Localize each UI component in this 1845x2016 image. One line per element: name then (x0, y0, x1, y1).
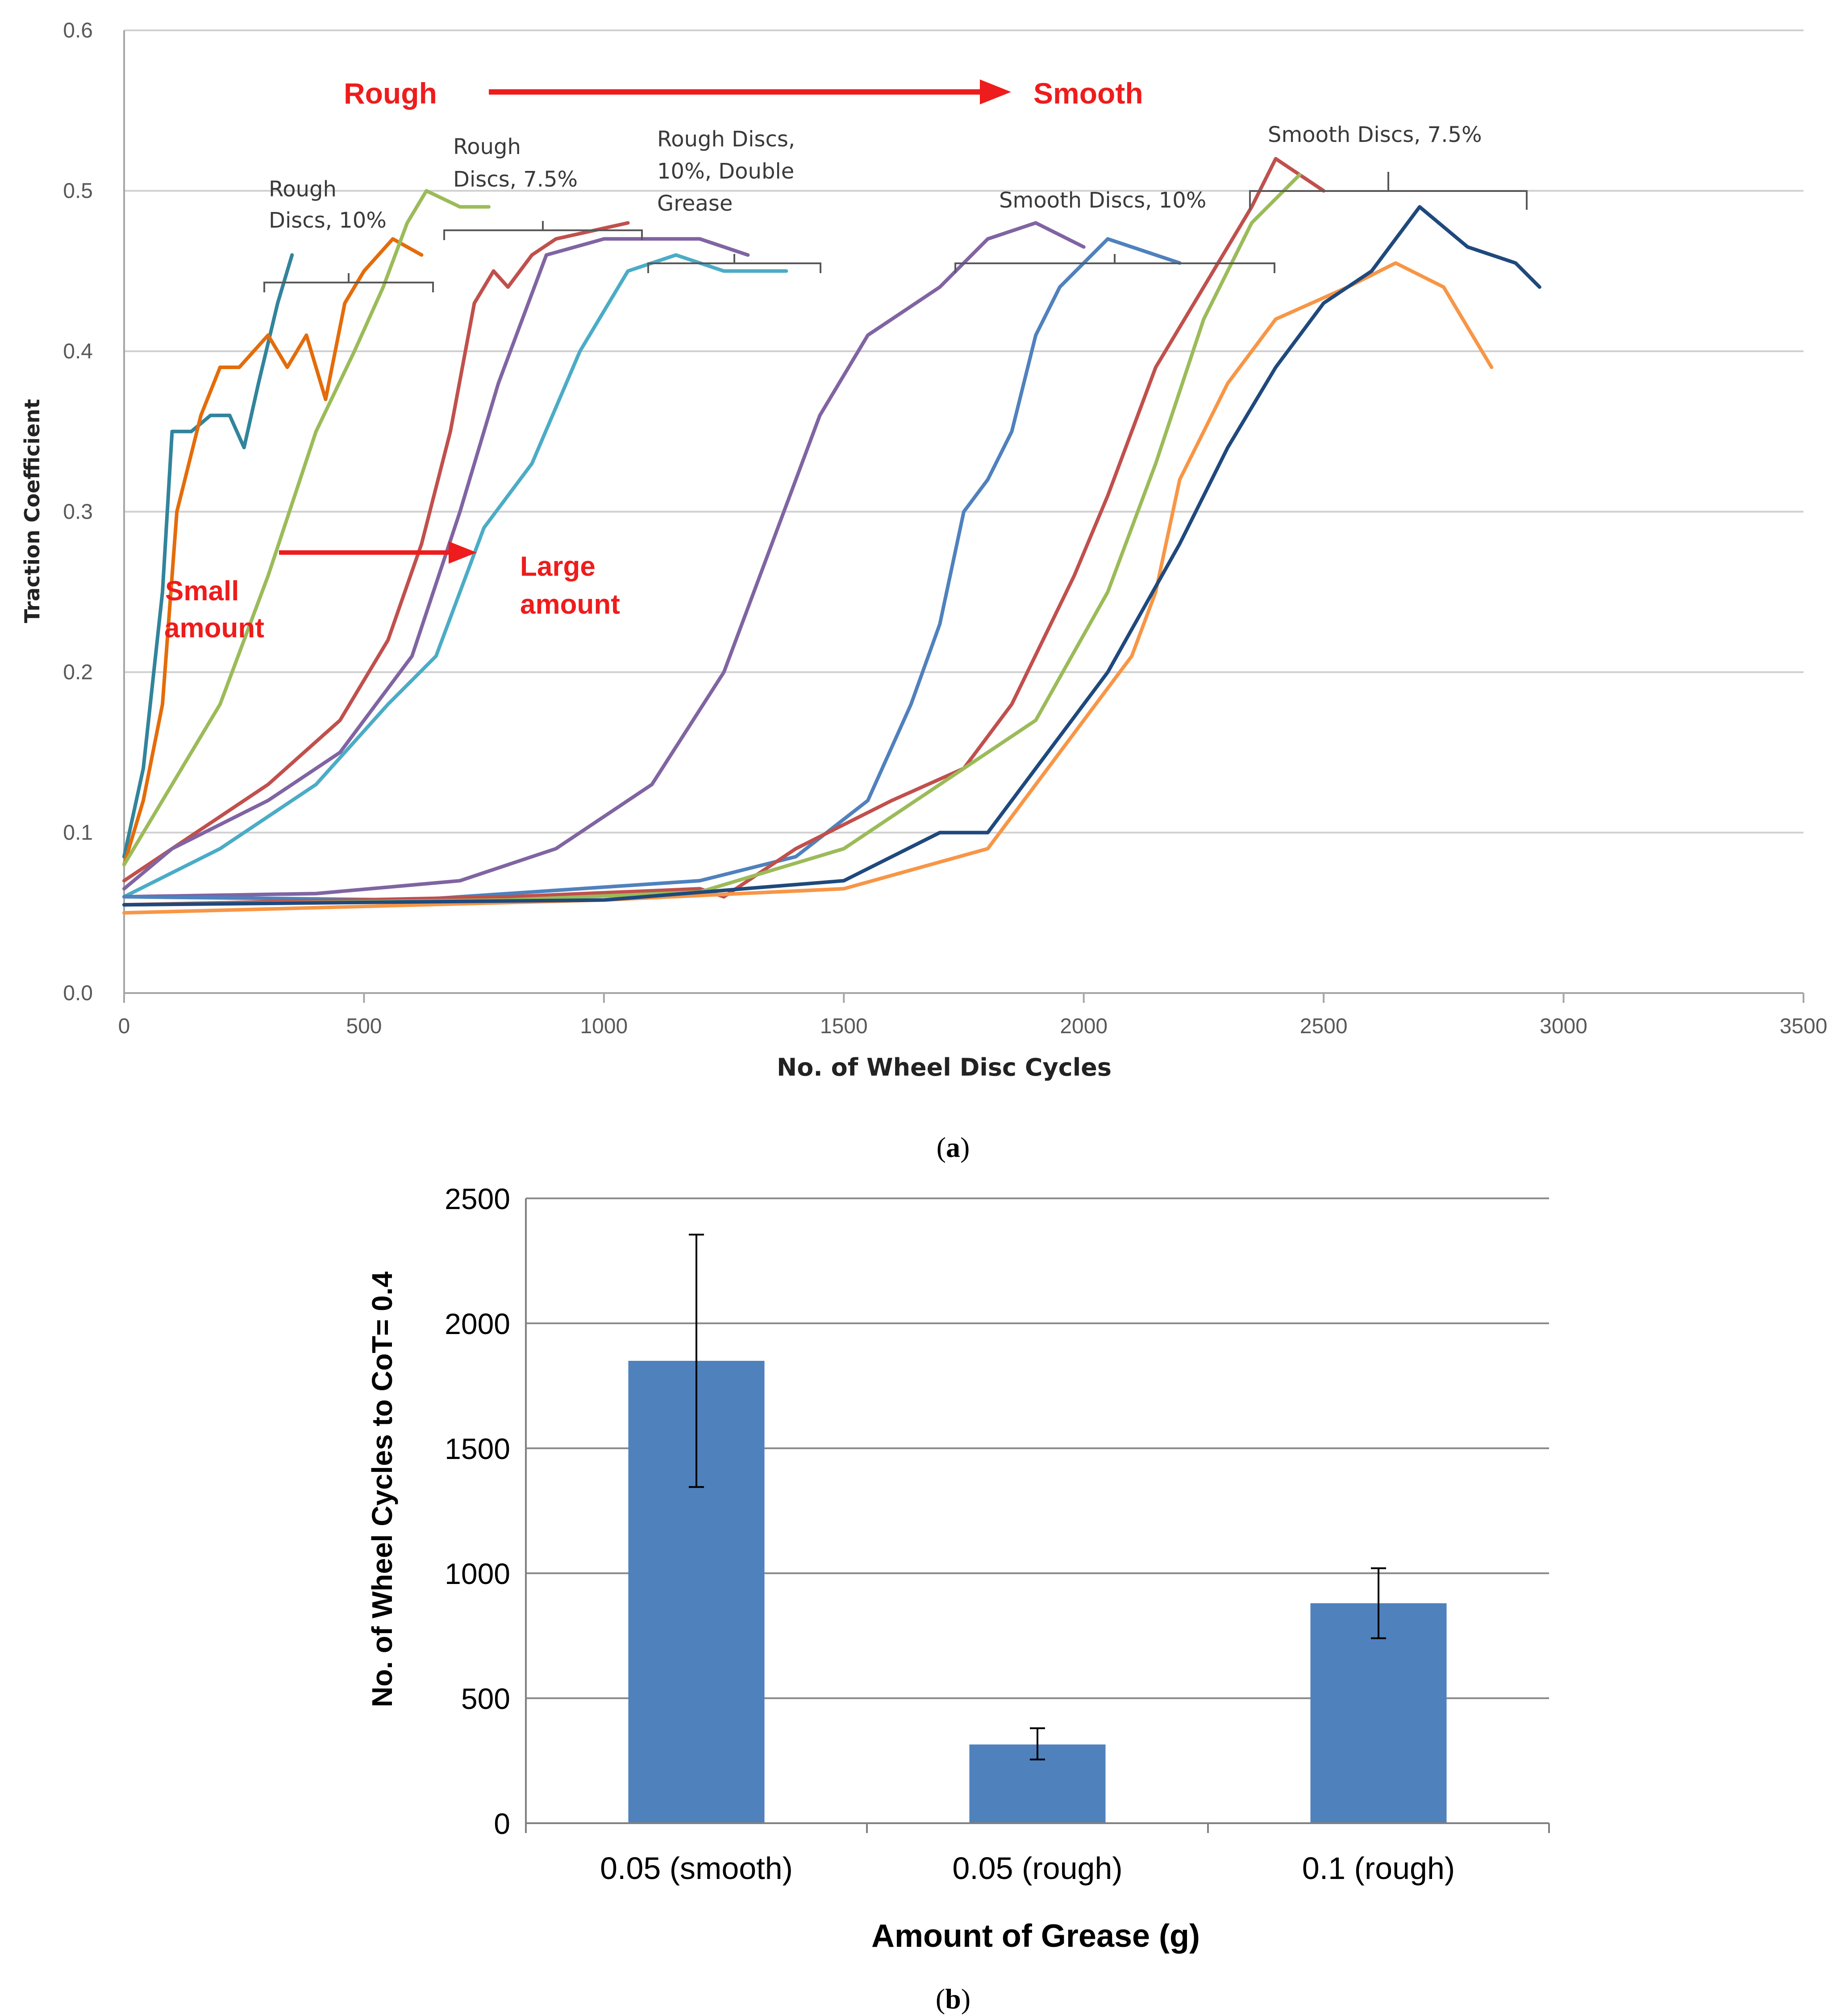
x-tick-label: 0.05 (rough) (952, 1851, 1122, 1886)
bars (628, 1361, 1447, 1823)
caption-b: (b) (936, 1983, 970, 2015)
smooth-75-label: Smooth Discs, 7.5% (1268, 122, 1482, 147)
y-tick-label: 0.1 (63, 821, 93, 845)
bar (1310, 1603, 1447, 1823)
smooth-10-label: Smooth Discs, 10% (999, 188, 1206, 213)
rough-75-label-line1: Rough (453, 134, 521, 159)
bracket-rough-double (647, 254, 821, 273)
bracket-smooth-10 (954, 254, 1275, 273)
rough-double-label-line2: 10%, Double (657, 159, 794, 184)
series-line-smooth-7.5-b (122, 173, 1302, 907)
series-line-smooth-10-b (122, 237, 1182, 902)
small-amount-label-line2: amount (164, 613, 264, 644)
x-tick-marks (525, 1823, 1550, 1833)
series-line-rough-7.5-b (122, 237, 750, 891)
x-tick-marks (123, 993, 1804, 1003)
x-tick-label: 3500 (1780, 1014, 1828, 1038)
rough-75-label-line2: Discs, 7.5% (453, 167, 578, 192)
large-amount-label-line1: Large (520, 551, 596, 582)
rough-10-label-line2: Discs, 10% (269, 208, 387, 233)
y-tick-label: 0.4 (63, 340, 93, 363)
y-tick-label: 0 (494, 1807, 510, 1840)
series-line-rough-10-double (122, 253, 788, 899)
series-line-smooth-7.5-c (122, 261, 1494, 915)
x-axis-label: Amount of Grease (g) (871, 1918, 1200, 1954)
series-lines (122, 157, 1541, 915)
rough-double-label-line1: Rough Discs, (657, 127, 795, 152)
x-tick-label: 0 (118, 1014, 130, 1038)
x-tick-labels: 0 500 1000 1500 2000 2500 3000 3500 (118, 1014, 1828, 1038)
y-tick-labels: 0 500 1000 1500 2000 2500 (445, 1182, 510, 1840)
y-tick-label: 1500 (445, 1432, 510, 1465)
x-tick-label: 500 (346, 1014, 382, 1038)
series-line-rough-10-c (122, 189, 491, 867)
y-tick-label: 0.2 (63, 661, 93, 684)
series-line-smooth-10-a (122, 221, 1086, 899)
series-line-rough-10-a (122, 253, 294, 859)
x-tick-label: 1000 (580, 1014, 628, 1038)
series-line-smooth-7.5-d (122, 205, 1541, 907)
x-tick-label: 2000 (1060, 1014, 1108, 1038)
y-axis-label: Traction Coefficient (20, 399, 44, 623)
y-tick-labels: 0.0 0.1 0.2 0.3 0.4 0.5 0.6 (63, 19, 93, 1005)
y-axis-label: No. of Wheel Cycles to CoT= 0.4 (366, 1272, 398, 1708)
bracket-rough-10 (263, 273, 434, 292)
y-tick-label: 2000 (445, 1307, 510, 1340)
x-axis-label: No. of Wheel Disc Cycles (777, 1053, 1112, 1081)
y-tick-label: 0.6 (63, 19, 93, 42)
x-tick-label: 2500 (1300, 1014, 1348, 1038)
bracket-rough-75 (443, 221, 643, 240)
line-chart: 0.0 0.1 0.2 0.3 0.4 0.5 0.6 0 500 1000 1500 2000 25… (20, 19, 1827, 1163)
y-tick-label: 0.0 (63, 981, 93, 1005)
error-bars (689, 1234, 1386, 1761)
y-tick-label: 0.3 (63, 500, 93, 524)
y-tick-label: 0.5 (63, 179, 93, 203)
y-tick-label: 2500 (445, 1182, 510, 1215)
small-amount-label-line1: Small (165, 576, 239, 607)
series-line-rough-7.5-a (122, 221, 630, 883)
amount-arrowhead (449, 541, 477, 564)
bracket-smooth-75 (1249, 172, 1528, 210)
x-tick-label: 3000 (1540, 1014, 1587, 1038)
rough-10-label-line1: Rough (269, 177, 337, 202)
rough-double-label-line3: Grease (657, 191, 733, 216)
x-tick-labels: 0.05 (smooth) 0.05 (rough) 0.1 (rough) (600, 1851, 1455, 1886)
y-tick-label: 500 (461, 1682, 510, 1715)
large-amount-label-line2: amount (520, 589, 620, 620)
x-tick-label: 0.1 (rough) (1302, 1851, 1455, 1886)
x-tick-label: 0.05 (smooth) (600, 1851, 793, 1886)
rough-smooth-arrowhead (980, 79, 1011, 104)
x-tick-label: 1500 (820, 1014, 868, 1038)
smooth-label: Smooth (1033, 77, 1143, 110)
rough-label: Rough (344, 77, 437, 110)
y-gridlines (124, 29, 1803, 834)
y-tick-label: 1000 (445, 1557, 510, 1590)
caption-a: (a) (937, 1131, 970, 1163)
